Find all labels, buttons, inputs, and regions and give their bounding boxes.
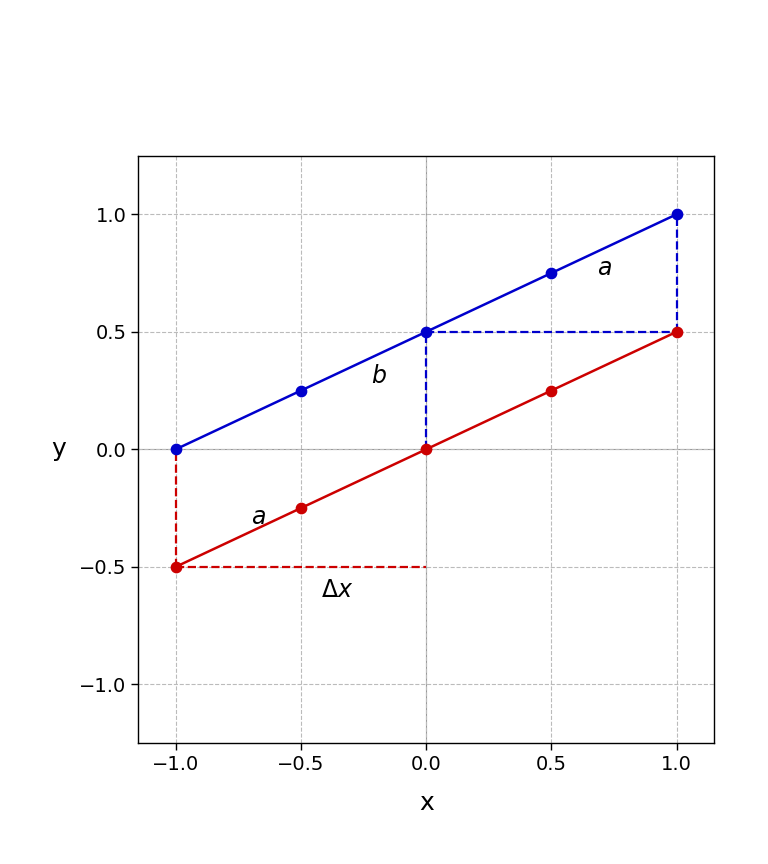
- Point: [295, 501, 307, 515]
- Point: [545, 384, 558, 397]
- Point: [545, 266, 558, 280]
- Point: [420, 325, 432, 339]
- Point: [670, 207, 683, 221]
- Point: [170, 560, 182, 574]
- Text: $\Delta x$: $\Delta x$: [321, 580, 353, 602]
- Text: $a$: $a$: [251, 506, 266, 530]
- Y-axis label: y: y: [51, 437, 65, 461]
- Point: [670, 325, 683, 339]
- X-axis label: x: x: [419, 791, 434, 815]
- Point: [170, 442, 182, 456]
- Point: [295, 384, 307, 397]
- Text: $b$: $b$: [371, 365, 387, 389]
- Point: [420, 442, 432, 456]
- Text: $a$: $a$: [597, 257, 611, 281]
